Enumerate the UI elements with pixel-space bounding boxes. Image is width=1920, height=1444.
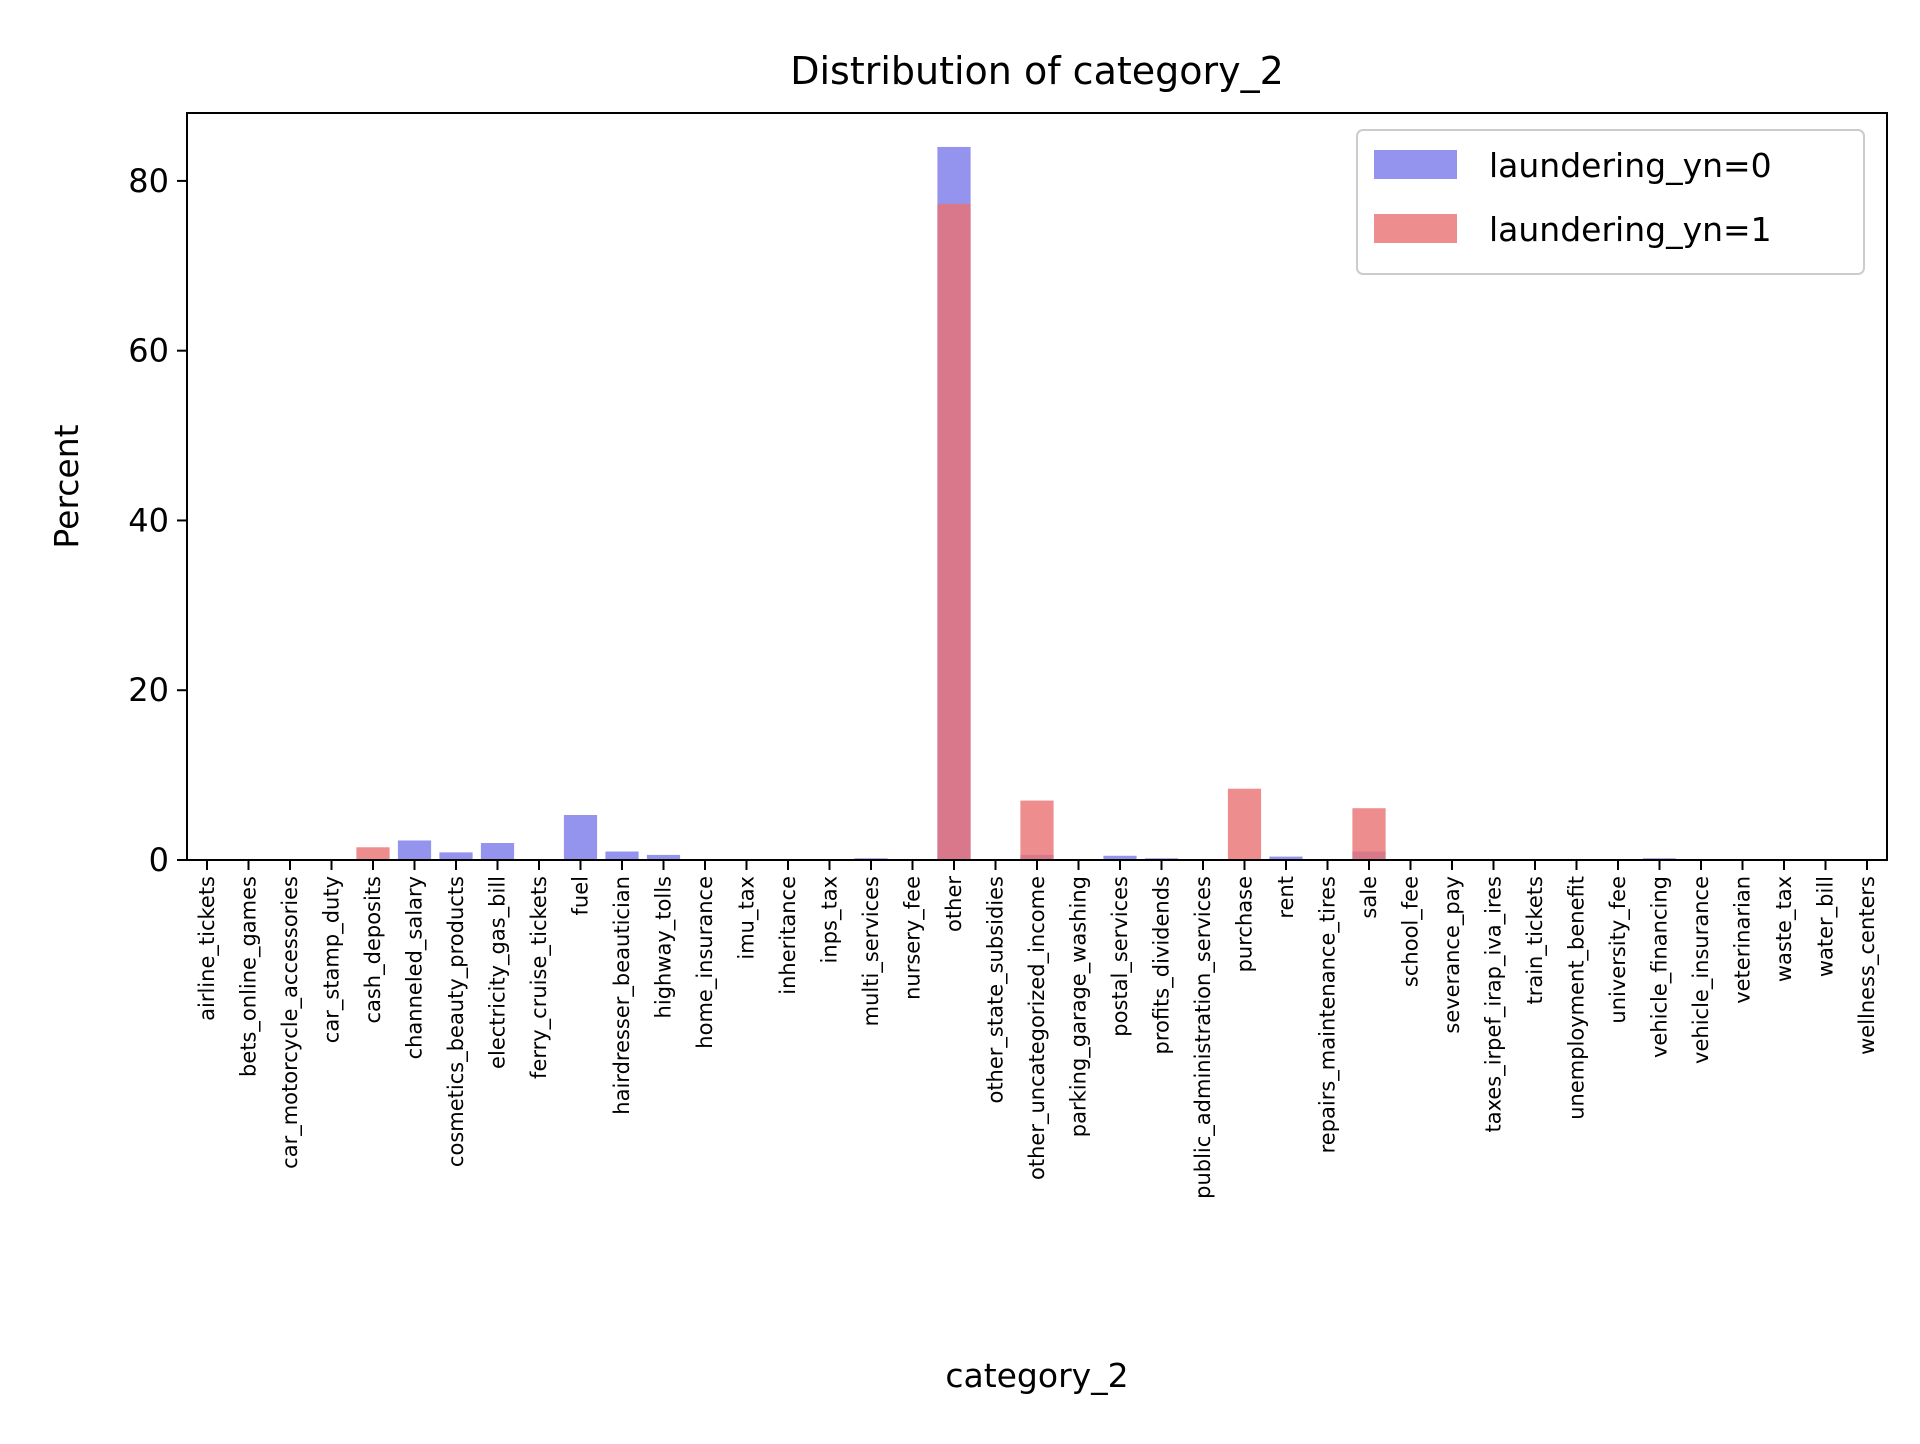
plot-frame <box>186 112 1888 861</box>
x-tick-label: cosmetics_beauty_products <box>444 876 469 1167</box>
y-tick-label: 20 <box>128 671 169 709</box>
bar-series-0-cosmetics_beauty_products <box>439 852 473 860</box>
x-tick-label: channeled_salary <box>403 876 428 1059</box>
x-axis-label: category_2 <box>945 1356 1128 1395</box>
x-tick-label: wellness_centers <box>1855 876 1880 1055</box>
x-tick-label: bets_online_games <box>237 876 262 1077</box>
legend-box <box>1356 129 1865 275</box>
y-axis-label: Percent <box>47 424 86 548</box>
x-tick-label: school_fee <box>1399 876 1424 987</box>
legend-swatch-1 <box>1374 214 1457 243</box>
bar-series-1-purchase <box>1227 788 1262 860</box>
bar-series-0-channeled_salary <box>397 840 432 860</box>
x-axis: airline_tickets bets_online_games car_moto… <box>195 860 1880 1199</box>
bar-series-0-electricity_gas_bill <box>480 843 515 860</box>
x-tick-label: inps_tax <box>818 876 843 963</box>
x-tick-label: postal_services <box>1108 876 1133 1037</box>
x-tick-label: airline_tickets <box>195 876 220 1021</box>
bar-series-1-sale <box>1352 808 1386 860</box>
x-tick-label: fuel <box>569 876 593 915</box>
legend: laundering_yn=0 laundering_yn=1 <box>1356 129 1865 275</box>
bar-series-0-hairdresser_beautician <box>605 851 639 860</box>
x-tick-label: parking_garage_washing <box>1067 876 1092 1137</box>
y-axis: 0 20 40 60 80 <box>128 162 187 879</box>
bar-series-1-other <box>937 203 971 860</box>
y-tick-label: 80 <box>128 162 169 200</box>
y-tick-label: 40 <box>128 501 169 539</box>
x-tick-label: taxes_irpef_irap_iva_ires <box>1482 876 1507 1133</box>
bar-series-0-highway_tolls <box>646 854 681 860</box>
x-tick-label: profits_dividends <box>1150 876 1175 1055</box>
y-tick-label: 0 <box>149 841 169 879</box>
x-tick-label: hairdresser_beautician <box>610 876 635 1115</box>
x-tick-label: repairs_maintenance_tires <box>1316 876 1341 1153</box>
x-tick-label: nursery_fee <box>901 876 926 1000</box>
x-tick-label: multi_services <box>859 876 884 1026</box>
x-tick-label: other_state_subsidies <box>984 876 1009 1104</box>
chart-title: Distribution of category_2 <box>790 49 1284 93</box>
x-tick-label: university_fee <box>1606 876 1631 1024</box>
x-tick-label: home_insurance <box>693 876 718 1049</box>
y-tick-label: 60 <box>128 332 169 370</box>
x-tick-label: imu_tax <box>735 876 760 960</box>
x-tick-label: ferry_cruise_tickets <box>527 876 552 1079</box>
legend-label-1: laundering_yn=1 <box>1489 210 1772 249</box>
x-tick-label: cash_deposits <box>361 876 386 1024</box>
x-tick-label: other_uncategorized_income <box>1025 876 1050 1180</box>
x-tick-label: other <box>942 876 966 932</box>
x-tick-label: veterinarian <box>1731 876 1755 1004</box>
x-tick-label: vehicle_financing <box>1648 876 1673 1058</box>
x-tick-label: vehicle_insurance <box>1689 876 1714 1064</box>
x-tick-label: electricity_gas_bill <box>486 876 511 1069</box>
x-tick-label: car_stamp_duty <box>320 876 345 1043</box>
x-tick-label: waste_tax <box>1772 876 1797 982</box>
x-tick-label: sale <box>1357 876 1381 919</box>
bar-series-0-rent <box>1269 856 1303 860</box>
x-tick-label: highway_tolls <box>652 876 677 1018</box>
x-tick-label: public_administration_services <box>1191 876 1216 1199</box>
bar-series-1-other_uncategorized_income <box>1020 800 1054 860</box>
x-tick-label: rent <box>1274 876 1298 919</box>
x-tick-label: train_tickets <box>1523 876 1548 1005</box>
bar-series-1-cash_deposits <box>356 847 390 860</box>
bar-series-0-fuel <box>563 815 598 860</box>
bar-series-0-postal_services <box>1103 855 1137 860</box>
x-tick-label: purchase <box>1233 876 1257 972</box>
x-tick-label: severance_pay <box>1440 876 1465 1034</box>
legend-swatch-0 <box>1374 150 1457 179</box>
x-tick-label: inheritance <box>776 876 800 995</box>
x-tick-label: water_bill <box>1814 876 1839 977</box>
x-tick-label: unemployment_benefit <box>1565 876 1590 1120</box>
legend-label-0: laundering_yn=0 <box>1489 146 1772 185</box>
x-tick-label: car_motorcycle_accessories <box>278 876 303 1169</box>
